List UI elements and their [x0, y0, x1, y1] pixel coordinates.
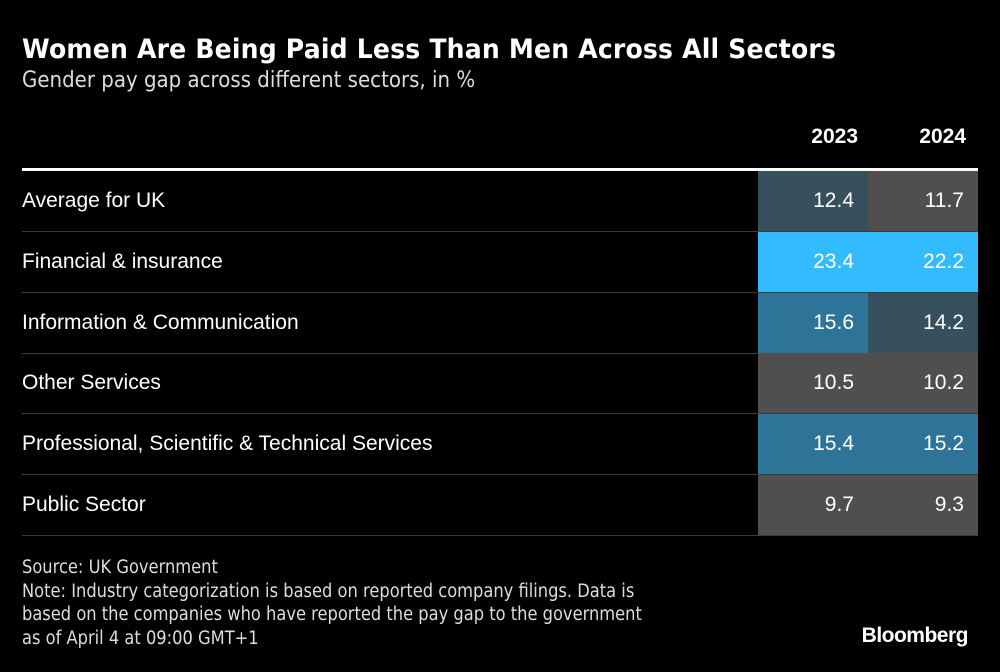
header-rule	[22, 168, 978, 171]
value-cell-2024: 15.2	[868, 414, 978, 475]
row-label: Public Sector	[22, 493, 146, 516]
footer-notes: Source: UK Government Note: Industry cat…	[22, 556, 642, 650]
bloomberg-logo: Bloomberg	[861, 624, 969, 647]
table-row: Professional, Scientific & Technical Ser…	[22, 414, 978, 476]
table-row: Financial & insurance 23.4 22.2	[22, 231, 978, 293]
table-row: Other Services 10.5 10.2	[22, 353, 978, 415]
value-cell-2023: 15.4	[758, 414, 868, 475]
chart-title: Women Are Being Paid Less Than Men Acros…	[22, 34, 837, 65]
value-cell-2024: 14.2	[868, 292, 978, 353]
value-cell-2023: 15.6	[758, 292, 868, 353]
note-line: Note: Industry categorization is based o…	[22, 580, 635, 602]
source-text: Source: UK Government	[22, 557, 218, 578]
table-row: Average for UK 12.4 11.7	[22, 171, 978, 232]
value-cell-2024: 10.2	[868, 353, 978, 414]
column-header-2024: 2024	[919, 125, 966, 148]
column-header-2023: 2023	[811, 125, 858, 148]
value-cell-2023: 9.7	[758, 475, 868, 535]
note-line: as of April 4 at 09:00 GMT+1	[22, 627, 259, 649]
value-cell-2024: 9.3	[868, 475, 978, 535]
value-cell-2024: 11.7	[868, 171, 978, 231]
row-label: Information & Communication	[22, 310, 299, 334]
row-label: Average for UK	[22, 189, 166, 212]
chart-subtitle: Gender pay gap across different sectors,…	[22, 68, 476, 93]
row-label: Other Services	[22, 371, 161, 395]
value-cell-2023: 12.4	[758, 171, 868, 231]
row-label: Financial & insurance	[22, 249, 223, 273]
note-line: based on the companies who have reported…	[22, 604, 642, 625]
row-label: Professional, Scientific & Technical Ser…	[22, 432, 433, 456]
table-row: Public Sector 9.7 9.3	[22, 475, 978, 536]
value-cell-2024: 22.2	[868, 231, 978, 292]
value-cell-2023: 10.5	[758, 353, 868, 414]
value-cell-2023: 23.4	[758, 231, 868, 292]
table-row: Information & Communication 15.6 14.2	[22, 292, 978, 354]
